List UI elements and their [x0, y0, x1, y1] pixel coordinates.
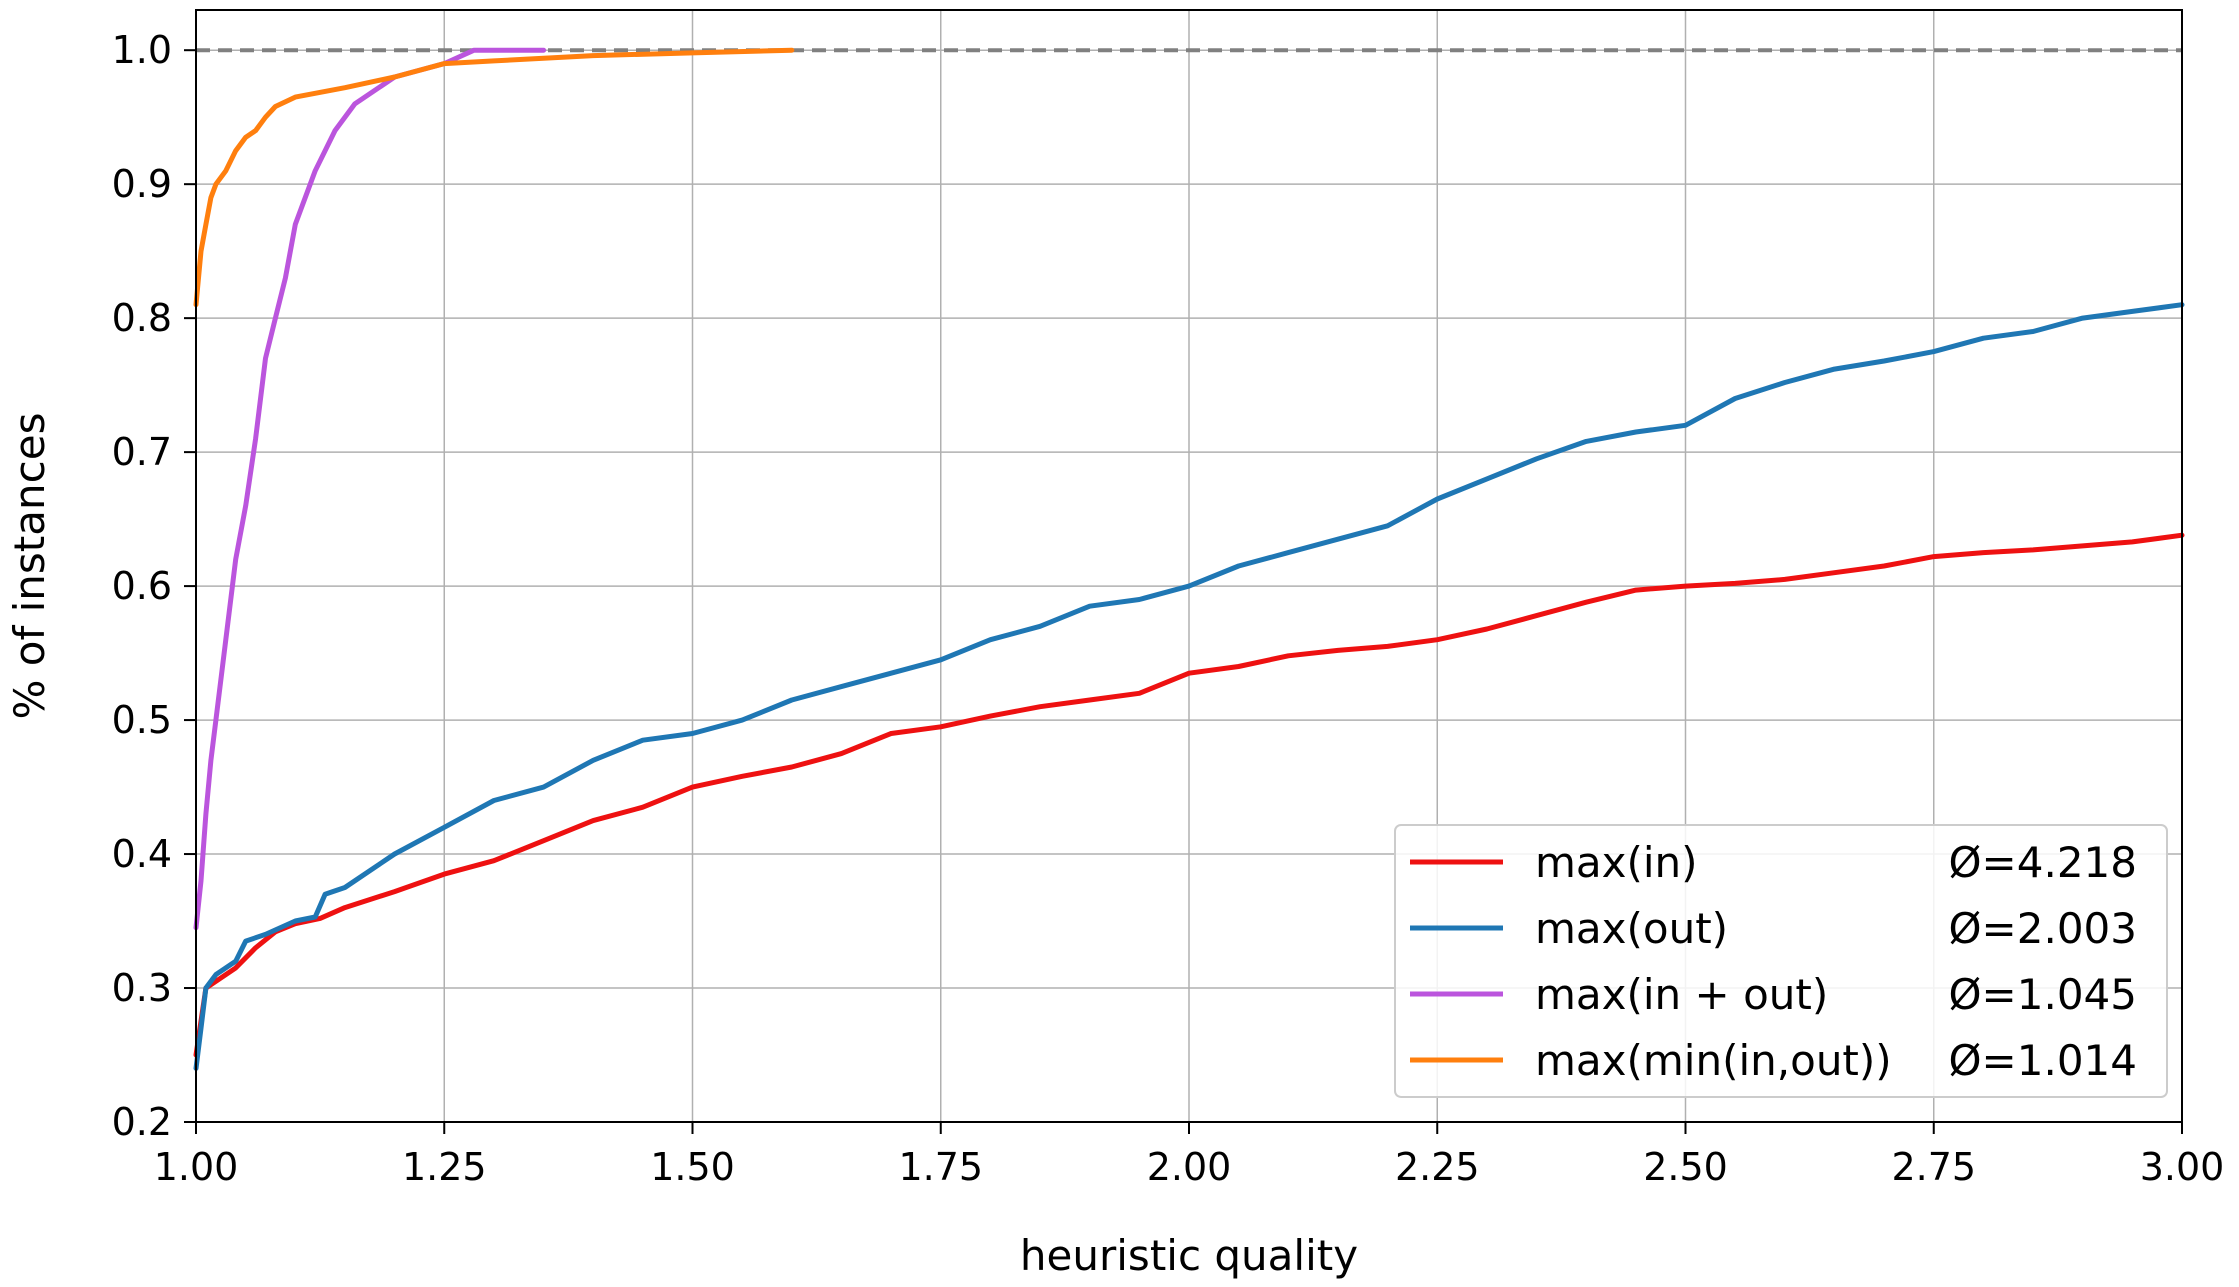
legend-box: [1394, 824, 2168, 1098]
x-tick-label: 1.50: [650, 1145, 735, 1189]
x-tick-label: 1.00: [154, 1145, 239, 1189]
y-axis-label: % of instances: [5, 413, 54, 720]
legend-label: max(min(in,out)): [1535, 1036, 1892, 1085]
x-axis: 1.00 1.25 1.50 1.75 2.00 2.25 2.50 2.75 3.00: [154, 1122, 2225, 1189]
series-layer: [193, 47, 2185, 1071]
y-tick-label: 0.9: [112, 162, 172, 206]
legend-stat: Ø=2.003: [1949, 904, 2138, 953]
y-tick-label: 0.6: [112, 564, 172, 608]
y-axis: 0.2 0.3 0.4 0.5 0.6 0.7 0.8 0.9 1.0: [112, 28, 196, 1144]
legend-label: max(out): [1535, 904, 1728, 953]
x-axis-label: heuristic quality: [1020, 1231, 1358, 1280]
y-tick-label: 0.7: [112, 430, 172, 474]
x-tick-label: 2.25: [1395, 1145, 1480, 1189]
x-tick-label: 2.00: [1147, 1145, 1232, 1189]
legend-stat: Ø=1.045: [1949, 970, 2138, 1019]
y-tick-label: 0.5: [112, 698, 172, 742]
y-tick-label: 0.4: [112, 832, 172, 876]
x-tick-label: 1.25: [402, 1145, 487, 1189]
legend-label: max(in): [1535, 838, 1698, 887]
legend-stat: Ø=1.014: [1949, 1036, 2138, 1085]
y-tick-label: 0.2: [112, 1100, 172, 1144]
series-line-3: [193, 47, 795, 308]
legend: max(in) Ø=4.218 max(out) Ø=2.003 max(in + ou…: [1394, 824, 2168, 1098]
y-tick-label: 1.0: [112, 28, 172, 72]
legend-label: max(in + out): [1535, 970, 1828, 1019]
x-tick-label: 1.75: [898, 1145, 983, 1189]
x-tick-label: 2.50: [1643, 1145, 1728, 1189]
legend-stat: Ø=4.218: [1949, 838, 2138, 887]
x-tick-label: 2.75: [1891, 1145, 1976, 1189]
series-line-2: [193, 47, 547, 931]
y-tick-label: 0.3: [112, 966, 172, 1010]
series-line-1: [193, 302, 2185, 1071]
series-line-0: [193, 532, 2185, 1058]
y-tick-label: 0.8: [112, 296, 172, 340]
x-tick-label: 3.00: [2140, 1145, 2225, 1189]
